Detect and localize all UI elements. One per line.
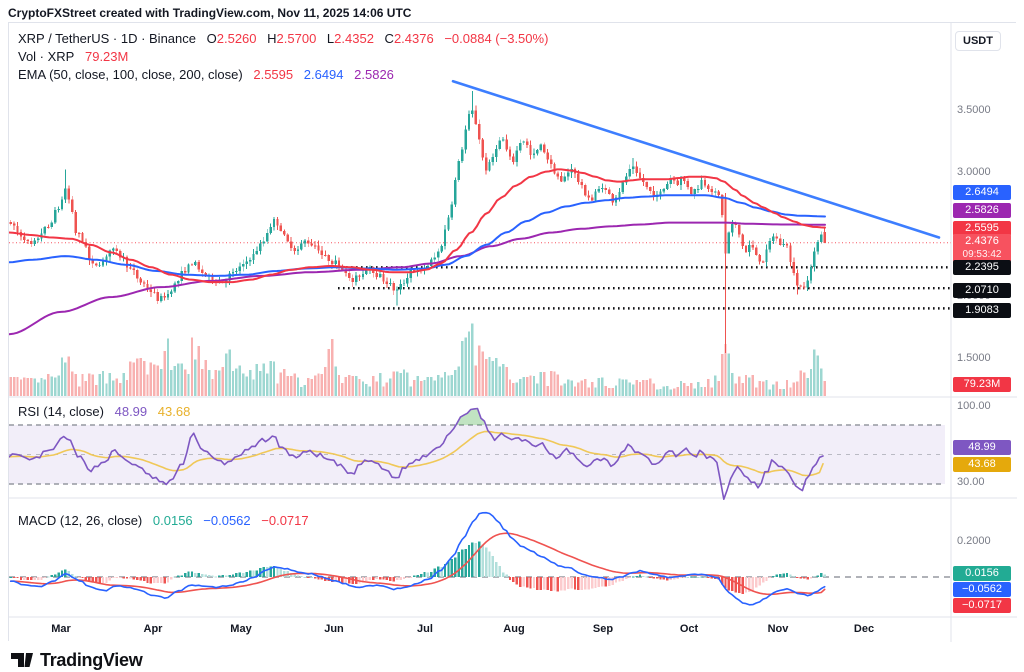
high-label: H <box>267 31 277 46</box>
high-value: 2.5700 <box>276 31 317 46</box>
timeline-month-oct: Oct <box>679 623 699 635</box>
timeline-month-sep: Sep <box>592 623 614 635</box>
level-badge-3: 1.9083 <box>953 303 1011 318</box>
axis-tick-3.5: 3.5000 <box>957 104 991 116</box>
ema100-value: 2.6494 <box>303 67 344 82</box>
ema200-value: 2.5826 <box>354 67 394 82</box>
rsi-label[interactable]: RSI (14, close) <box>18 404 104 419</box>
level-badge-1: 2.2395 <box>953 260 1011 275</box>
tradingview-logo-icon <box>11 653 33 667</box>
rsi-badge: 48.99 <box>953 440 1011 455</box>
timeline-month-jul: Jul <box>417 623 433 635</box>
macd-line-badge: −0.0562 <box>953 582 1011 597</box>
volume-label[interactable]: Vol · XRP <box>18 49 75 64</box>
tradingview-attribution[interactable]: TradingView <box>10 648 143 672</box>
rsi-axis-30: 30.00 <box>957 476 985 488</box>
rsi-ma-value: 43.68 <box>157 404 191 419</box>
close-label: C <box>384 31 394 46</box>
open-value: 2.5260 <box>216 31 257 46</box>
ema50-value: 2.5595 <box>253 67 294 82</box>
macd-label[interactable]: MACD (12, 26, close) <box>18 513 143 528</box>
open-label: O <box>206 31 217 46</box>
axis-tick-3.0: 3.0000 <box>957 166 991 178</box>
chart-card: XRP / TetherUS · 1D · Binance O2.5260 H2… <box>8 22 1017 642</box>
last-price-value: 2.4376 <box>965 235 999 247</box>
change-value: −0.0884 (−3.50%) <box>444 31 549 46</box>
macd-signal-badge: −0.0717 <box>953 598 1011 613</box>
level-badge-2: 2.0710 <box>953 283 1011 298</box>
macd-axis-0.2: 0.2000 <box>957 535 991 547</box>
timeline-month-apr: Apr <box>143 623 163 635</box>
rsi-value: 48.99 <box>114 404 148 419</box>
macd-hist-badge: 0.0156 <box>953 566 1011 581</box>
low-value: 2.4352 <box>334 31 374 46</box>
close-value: 2.4376 <box>393 31 434 46</box>
ema50-badge: 2.5595 <box>953 221 1011 236</box>
timeline-month-nov: Nov <box>767 623 789 635</box>
macd-signal-value: −0.0717 <box>261 513 309 528</box>
currency-toggle-button[interactable]: USDT <box>955 31 1001 51</box>
macd-hist-value: 0.0156 <box>152 513 193 528</box>
volume-badge: 79.23M <box>953 377 1011 392</box>
main-legend[interactable]: XRP / TetherUS · 1D · Binance O2.5260 H2… <box>18 30 548 84</box>
axis-tick-1.5: 1.5000 <box>957 352 991 364</box>
timeline-month-mar: Mar <box>51 623 71 635</box>
timeline-month-may: May <box>230 623 252 635</box>
timeline-month-dec: Dec <box>853 623 875 635</box>
tradingview-wordmark: TradingView <box>40 649 143 670</box>
low-label: L <box>326 31 335 46</box>
ema100-badge: 2.6494 <box>953 185 1011 200</box>
timeline-month-aug: Aug <box>503 623 525 635</box>
macd-legend[interactable]: MACD (12, 26, close) 0.0156 −0.0562 −0.0… <box>18 512 309 530</box>
last-price-badge: 2.4376 09:53:42 <box>953 234 1011 262</box>
macd-line-value: −0.0562 <box>203 513 251 528</box>
rsi-ma-badge: 43.68 <box>953 457 1011 472</box>
timeline-month-jun: Jun <box>324 623 344 635</box>
rsi-legend[interactable]: RSI (14, close) 48.99 43.68 <box>18 403 190 421</box>
ema-legend-label[interactable]: EMA (50, close, 100, close, 200, close) <box>18 67 243 82</box>
symbol-title[interactable]: XRP / TetherUS · 1D · Binance <box>18 31 196 46</box>
ema200-badge: 2.5826 <box>953 203 1011 218</box>
attribution-header: CryptoFXStreet created with TradingView.… <box>8 6 412 20</box>
rsi-axis-100: 100.00 <box>957 400 991 412</box>
volume-value: 79.23M <box>84 49 129 64</box>
chart-canvas[interactable] <box>9 23 1017 642</box>
bar-countdown: 09:53:42 <box>962 249 1002 260</box>
